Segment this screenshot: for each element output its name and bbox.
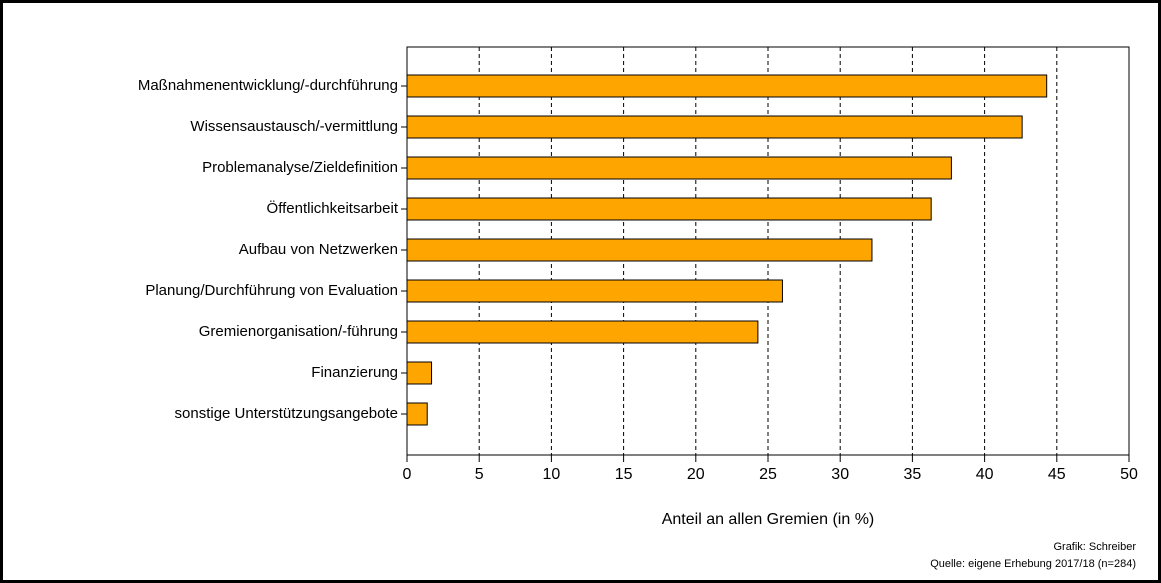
bar: [406, 115, 1023, 139]
x-tick-label: 45: [1048, 466, 1066, 483]
x-tick-label: 30: [831, 466, 849, 483]
y-tick-label: Maßnahmenentwicklung/-durchführung: [138, 77, 398, 94]
bar: [406, 156, 952, 180]
y-tick-label: sonstige Unterstützungsangebote: [175, 405, 398, 422]
y-tick-label: Wissensaustausch/-vermittlung: [190, 118, 398, 135]
bar: [406, 238, 873, 262]
source: Quelle: eigene Erhebung 2017/18 (n=284): [930, 558, 1136, 570]
y-tick-label: Planung/Durchführung von Evaluation: [145, 282, 398, 299]
x-tick-label: 5: [475, 466, 484, 483]
x-tick-label: 50: [1120, 466, 1138, 483]
x-tick-label: 25: [759, 466, 777, 483]
x-tick-label: 0: [403, 466, 412, 483]
bar: [406, 320, 759, 344]
x-axis-label: Anteil an allen Gremien (in %): [662, 511, 875, 528]
y-tick-label: Problemanalyse/Zieldefinition: [202, 159, 398, 176]
credit: Grafik: Schreiber: [1053, 541, 1136, 553]
bar: [406, 402, 428, 426]
y-tick-label: Gremienorganisation/-führung: [199, 323, 398, 340]
bar: [406, 279, 783, 303]
bar: [406, 74, 1048, 98]
x-tick-label: 40: [976, 466, 994, 483]
bar: [406, 197, 932, 221]
x-tick-label: 20: [687, 466, 705, 483]
x-tick-label: 35: [904, 466, 922, 483]
x-tick-label: 15: [615, 466, 633, 483]
bar: [406, 361, 433, 385]
x-tick-label: 10: [543, 466, 561, 483]
y-tick-label: Aufbau von Netzwerken: [239, 241, 398, 258]
y-tick-label: Öffentlichkeitsarbeit: [267, 199, 399, 217]
y-tick-label: Finanzierung: [311, 364, 398, 381]
